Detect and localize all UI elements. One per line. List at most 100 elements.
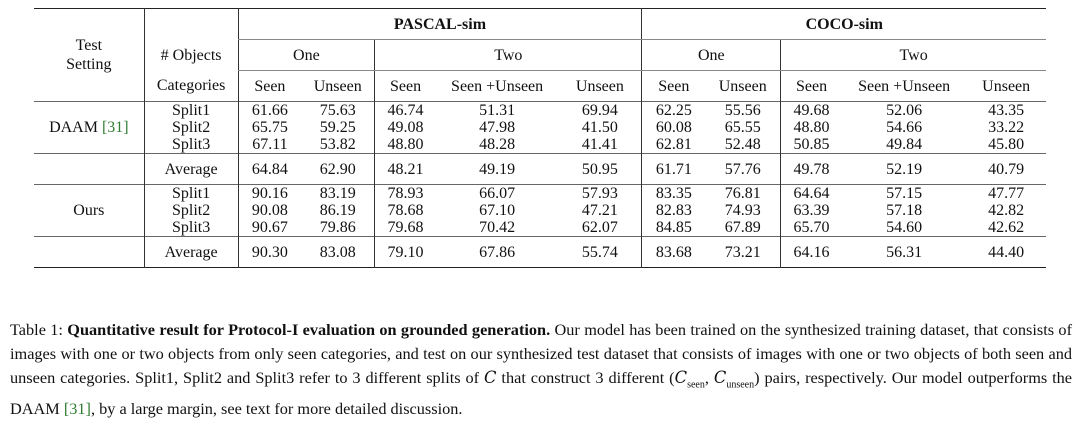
- table-cell: 86.19: [319, 202, 356, 219]
- table-caption: Table 1: Quantitative result for Protoco…: [10, 320, 1073, 419]
- col-header-unseen: Unseen: [313, 77, 362, 95]
- header-row-objects: # Objects One Two One Two: [34, 39, 1046, 71]
- table-cell: 79.86: [319, 219, 356, 236]
- results-table: Test Setting PASCAL-sim COCO-sim # Objec…: [34, 8, 1046, 268]
- table-cell: 75.63: [301, 101, 375, 119]
- table-cell: 41.50: [581, 119, 618, 136]
- average-cell: 61.71: [641, 153, 706, 185]
- average-cell: 83.08: [301, 236, 375, 268]
- pascal-header: PASCAL-sim: [237, 8, 642, 40]
- pascal-two-header: Two: [374, 39, 642, 71]
- test-setting-line2: Setting: [66, 56, 112, 73]
- table-cell: 48.80: [780, 119, 842, 136]
- split-label: Split1: [143, 184, 239, 202]
- table-cell: 65.75: [237, 119, 302, 136]
- average-cell: 57.76: [705, 153, 781, 185]
- header-row-datasets: Test Setting PASCAL-sim COCO-sim: [34, 8, 1046, 73]
- table-cell: 90.67: [237, 219, 302, 237]
- table-cell: 54.60: [886, 219, 923, 236]
- caption-math-cunseen: C: [713, 368, 727, 387]
- coco-header: COCO-sim: [641, 8, 1046, 40]
- average-row: Average 64.84 62.90 48.21 49.19 50.95 61.71 57.…: [34, 153, 1046, 185]
- average-label: Average: [143, 153, 239, 185]
- test-setting-header: Test Setting: [34, 9, 144, 102]
- average-cell: 90.30: [237, 236, 302, 268]
- caption-sub-unseen: unseen: [726, 379, 755, 391]
- col-header-seen-unseen: Seen +Unseen: [451, 77, 544, 95]
- caption-math-cseen: C: [674, 368, 688, 387]
- average-cell: 49.78: [780, 153, 842, 185]
- caption-text-2: that construct 3 different (: [496, 368, 675, 387]
- empty-cell: [34, 236, 145, 268]
- table-cell: 42.62: [988, 219, 1025, 236]
- average-cell: 67.86: [435, 236, 559, 268]
- objects-label: # Objects: [143, 39, 239, 71]
- col-header-seen: Seen: [237, 70, 302, 102]
- table-cell: 52.06: [841, 101, 967, 119]
- split-label: Split3: [143, 219, 239, 237]
- average-cell: 83.68: [641, 236, 706, 268]
- table-cell: 90.16: [237, 184, 302, 202]
- table-cell: 76.81: [705, 184, 781, 202]
- table-cell: 33.22: [988, 119, 1025, 136]
- table-cell: 67.89: [724, 219, 761, 236]
- table-cell: 49.84: [886, 136, 923, 153]
- table-cell: 48.80: [374, 136, 436, 154]
- average-cell: 64.16: [780, 236, 842, 268]
- method-name-daam: DAAM [31]: [34, 101, 145, 154]
- table-cell: 42.82: [988, 202, 1025, 219]
- table-cell: 84.85: [641, 219, 706, 237]
- average-cell: 56.31: [841, 236, 967, 268]
- average-cell: 48.21: [374, 153, 436, 185]
- table-row: Split3 90.67 79.86 79.68 70.42 62.07 84.85 67.8…: [34, 219, 1046, 237]
- table-cell: 82.83: [641, 202, 706, 219]
- table-cell: 67.11: [237, 136, 302, 154]
- average-cell: 79.10: [374, 236, 436, 268]
- col-header-seen: Seen: [374, 70, 436, 102]
- test-setting-line1: Test: [75, 37, 103, 54]
- table-row: Ours Split1 90.16 83.19 78.93 66.07 57.93 83.35…: [34, 184, 1046, 237]
- table-cell: 57.18: [886, 202, 923, 219]
- col-header-seen-unseen: Seen +Unseen: [858, 77, 951, 95]
- header-row-categories: Categories Seen Unseen Seen Seen +Unseen…: [34, 70, 1046, 102]
- table-cell: 62.25: [641, 101, 706, 119]
- table-cell: 47.77: [966, 184, 1046, 202]
- caption-math-c: C: [484, 368, 497, 387]
- col-header-seen: Seen: [780, 70, 842, 102]
- table-cell: 64.64: [780, 184, 842, 202]
- coco-two-header: Two: [780, 39, 1046, 71]
- table-cell: 54.66: [886, 119, 923, 136]
- method-name-text: Ours: [73, 202, 105, 219]
- table-cell: 41.41: [581, 136, 618, 153]
- average-cell: 40.79: [966, 153, 1046, 185]
- col-header-seen: Seen: [641, 70, 706, 102]
- table-row: Split3 67.11 53.82 48.80 48.28 41.41 62.81 52.4…: [34, 136, 1046, 154]
- split-label: Split2: [143, 119, 239, 136]
- split-label: Split3: [143, 136, 239, 154]
- caption-title: Quantitative result for Protocol-I evalu…: [67, 320, 551, 339]
- method-cite-link[interactable]: [31]: [101, 119, 129, 136]
- table-cell: 62.81: [641, 136, 706, 154]
- col-header-unseen: Unseen: [718, 77, 767, 95]
- table-cell: 52.48: [724, 136, 761, 153]
- table-cell: 63.39: [780, 202, 842, 219]
- coco-one-header: One: [641, 39, 781, 71]
- caption-sub-seen: seen: [687, 379, 705, 391]
- table-cell: 70.42: [479, 219, 516, 236]
- table-cell: 46.74: [374, 101, 436, 119]
- table-cell: 43.35: [966, 101, 1046, 119]
- table-cell: 57.15: [841, 184, 967, 202]
- average-cell: 64.84: [237, 153, 302, 185]
- table-cell: 49.08: [374, 119, 436, 136]
- categories-label: Categories: [143, 70, 239, 102]
- table-cell: 60.08: [641, 119, 706, 136]
- table-cell: 59.25: [319, 119, 356, 136]
- table-row: Split2 65.75 59.25 49.08 47.98 41.50 60.08 65.5…: [34, 119, 1046, 136]
- caption-cite-link[interactable]: [31]: [63, 399, 91, 419]
- table-cell: 67.10: [479, 202, 516, 219]
- results-table-container: Test Setting PASCAL-sim COCO-sim # Objec…: [34, 8, 1046, 268]
- col-header-unseen: Unseen: [982, 77, 1031, 95]
- table-cell: 65.55: [724, 119, 761, 136]
- caption-text-4: , by a large margin, see text for more d…: [90, 399, 463, 419]
- average-row: Average 90.30 83.08 79.10 67.86 55.74 83.68 73.…: [34, 236, 1046, 268]
